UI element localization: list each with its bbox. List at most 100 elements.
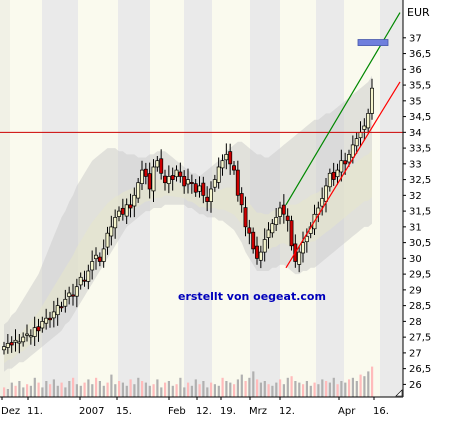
volume-bar bbox=[72, 377, 75, 397]
currency-label: EUR bbox=[407, 6, 430, 19]
candle-body bbox=[155, 160, 160, 168]
week-stripe bbox=[380, 0, 403, 397]
y-tick-label: 29 bbox=[409, 285, 422, 296]
volume-bar bbox=[102, 385, 105, 397]
candle-body bbox=[212, 179, 217, 188]
volume-bar bbox=[3, 387, 6, 397]
volume-bar bbox=[179, 377, 182, 397]
candle-body bbox=[354, 138, 359, 147]
y-tick-label: 27,5 bbox=[409, 333, 431, 344]
candle-body bbox=[166, 176, 171, 184]
volume-bar bbox=[221, 377, 224, 397]
y-tick-label: 33,5 bbox=[409, 144, 431, 155]
candle-body bbox=[301, 242, 305, 254]
candle-body bbox=[274, 217, 279, 225]
trend-lines bbox=[0, 12, 403, 269]
candle-body bbox=[86, 270, 91, 282]
y-tick-label: 31,5 bbox=[409, 207, 431, 218]
volume-bars bbox=[3, 366, 374, 397]
volume-bar bbox=[29, 385, 32, 397]
y-tick-label: 35,5 bbox=[409, 81, 431, 92]
volume-bar bbox=[229, 382, 232, 397]
volume-bar bbox=[286, 377, 289, 397]
y-tick-label: 36,5 bbox=[409, 49, 431, 60]
volume-bar bbox=[118, 381, 121, 397]
volume-bar bbox=[52, 379, 55, 397]
volume-bar bbox=[37, 382, 40, 397]
volume-bar bbox=[210, 382, 213, 397]
candle-body bbox=[124, 204, 129, 217]
candle-body bbox=[335, 169, 340, 178]
volume-bar bbox=[344, 382, 347, 397]
volume-bar bbox=[325, 381, 328, 397]
volume-bar bbox=[240, 374, 243, 397]
candle-body bbox=[266, 229, 271, 238]
volume-bar bbox=[49, 384, 52, 397]
candle-body bbox=[262, 239, 267, 253]
candle-body bbox=[78, 276, 83, 286]
volume-bar bbox=[114, 384, 117, 397]
candle-body bbox=[151, 166, 156, 192]
candle-body bbox=[28, 335, 33, 338]
volume-bar bbox=[156, 379, 159, 397]
volume-bar bbox=[129, 379, 132, 397]
volume-bar bbox=[68, 381, 71, 397]
x-tick-label: 11. bbox=[27, 406, 43, 417]
volume-bar bbox=[45, 381, 48, 397]
volume-bar bbox=[125, 385, 128, 397]
x-tick-label: 12. bbox=[279, 406, 295, 417]
candle-body bbox=[232, 165, 236, 171]
volume-bar bbox=[332, 377, 335, 397]
volume-bar bbox=[175, 384, 178, 397]
candle-body bbox=[239, 193, 244, 206]
candle-body bbox=[216, 166, 221, 183]
candle-body bbox=[67, 292, 72, 297]
candle-body bbox=[324, 185, 328, 202]
volume-bar bbox=[290, 376, 293, 397]
candle-body bbox=[189, 182, 194, 184]
volume-bar bbox=[206, 387, 209, 397]
candle-body bbox=[258, 251, 263, 261]
candle-body bbox=[297, 251, 302, 265]
x-tick-label: Apr bbox=[338, 406, 356, 417]
candle-body bbox=[243, 207, 248, 228]
volume-bar bbox=[321, 379, 324, 397]
candle-body bbox=[358, 131, 363, 139]
volume-bar bbox=[198, 384, 201, 397]
candle-body bbox=[32, 327, 37, 337]
candle-body bbox=[51, 311, 56, 319]
candle-body bbox=[251, 231, 256, 250]
y-tick-label: 36 bbox=[409, 65, 422, 76]
volume-bar bbox=[244, 381, 247, 397]
candle-body bbox=[339, 160, 344, 173]
candle-body bbox=[186, 179, 190, 185]
volume-bar bbox=[133, 384, 136, 397]
candle-body bbox=[82, 279, 87, 282]
volume-bar bbox=[355, 381, 358, 397]
y-tick-label: 27 bbox=[409, 348, 422, 359]
y-tick-label: 28 bbox=[409, 317, 422, 328]
y-tick-label: 32 bbox=[409, 191, 422, 202]
candle-body bbox=[197, 185, 202, 192]
candle-body bbox=[163, 175, 167, 184]
x-tick-label: Dez bbox=[1, 406, 20, 417]
volume-bar bbox=[351, 377, 354, 397]
candle-body bbox=[362, 125, 367, 130]
candle-body bbox=[143, 168, 148, 177]
volume-bar bbox=[137, 377, 140, 397]
volume-bar bbox=[359, 374, 362, 397]
x-tick-label: 19. bbox=[220, 406, 236, 417]
volume-bar bbox=[317, 384, 320, 397]
candle-body bbox=[55, 305, 60, 316]
y-tick-label: 35 bbox=[409, 96, 422, 107]
x-tick-label: Mrz bbox=[249, 406, 267, 417]
candle-body bbox=[63, 298, 68, 307]
candle-body bbox=[2, 346, 6, 351]
volume-bar bbox=[271, 385, 274, 397]
volume-bar bbox=[340, 381, 343, 397]
volume-bar bbox=[313, 382, 316, 397]
y-tick-label: 34 bbox=[409, 128, 422, 139]
band-area bbox=[4, 75, 372, 372]
candle-body bbox=[159, 158, 164, 174]
volume-bar bbox=[336, 384, 339, 397]
